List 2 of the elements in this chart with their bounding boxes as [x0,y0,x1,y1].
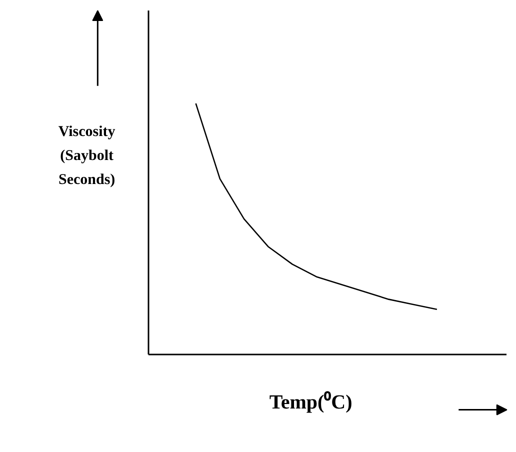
x-axis-title: Temp(⁰C) [269,390,352,414]
y-axis-title: Viscosity (Saybolt Seconds) [58,124,116,188]
